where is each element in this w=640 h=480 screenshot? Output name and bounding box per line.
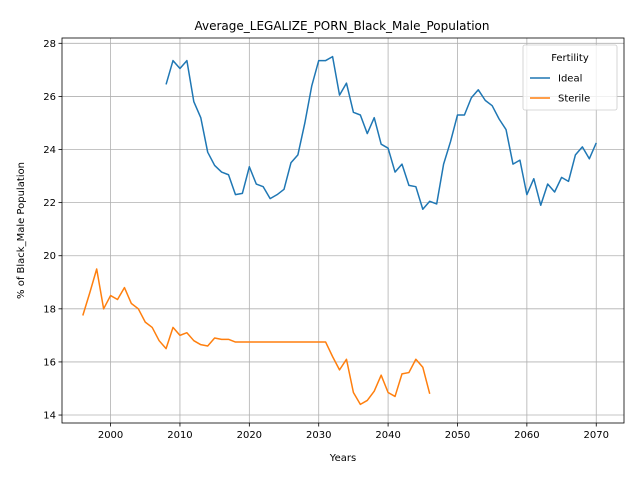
legend-box bbox=[522, 44, 618, 111]
x-tick-label: 2030 bbox=[306, 430, 331, 441]
x-tick-label: 2070 bbox=[584, 430, 609, 441]
y-tick-label: 14 bbox=[43, 411, 56, 422]
y-tick-label: 28 bbox=[43, 39, 56, 50]
chart-title: Average_LEGALIZE_PORN_Black_Male_Populat… bbox=[194, 19, 489, 33]
x-tick-label: 2060 bbox=[514, 430, 539, 441]
y-tick-label: 20 bbox=[43, 251, 56, 262]
legend-title: Fertility bbox=[551, 53, 589, 64]
legend: Fertility Ideal Sterile bbox=[522, 44, 618, 111]
series-lines bbox=[82, 55, 597, 406]
legend-entries: Ideal Sterile bbox=[530, 74, 590, 105]
x-tick-label: 2010 bbox=[167, 430, 192, 441]
x-tick-label: 2050 bbox=[445, 430, 470, 441]
y-tick-label: 26 bbox=[43, 92, 56, 103]
x-axis-label: Years bbox=[329, 453, 356, 464]
x-axis: 2000 2010 2020 2030 2040 2050 2060 2070 bbox=[98, 423, 609, 441]
series-line-ideal bbox=[165, 55, 597, 211]
y-tick-label: 22 bbox=[43, 198, 56, 209]
legend-label-sterile: Sterile bbox=[558, 94, 590, 105]
y-tick-label: 24 bbox=[43, 145, 56, 156]
y-axis-label: % of Black_Male Population bbox=[16, 162, 27, 299]
series-line-sterile bbox=[82, 268, 431, 406]
y-axis: 14 16 18 20 22 24 26 28 bbox=[43, 39, 62, 422]
x-tick-label: 2040 bbox=[375, 430, 400, 441]
x-tick-label: 2000 bbox=[98, 430, 123, 441]
y-tick-label: 16 bbox=[43, 357, 56, 368]
legend-label-ideal: Ideal bbox=[558, 74, 582, 85]
x-tick-label: 2020 bbox=[237, 430, 262, 441]
plot-frame bbox=[61, 37, 625, 424]
y-tick-label: 18 bbox=[43, 304, 56, 315]
